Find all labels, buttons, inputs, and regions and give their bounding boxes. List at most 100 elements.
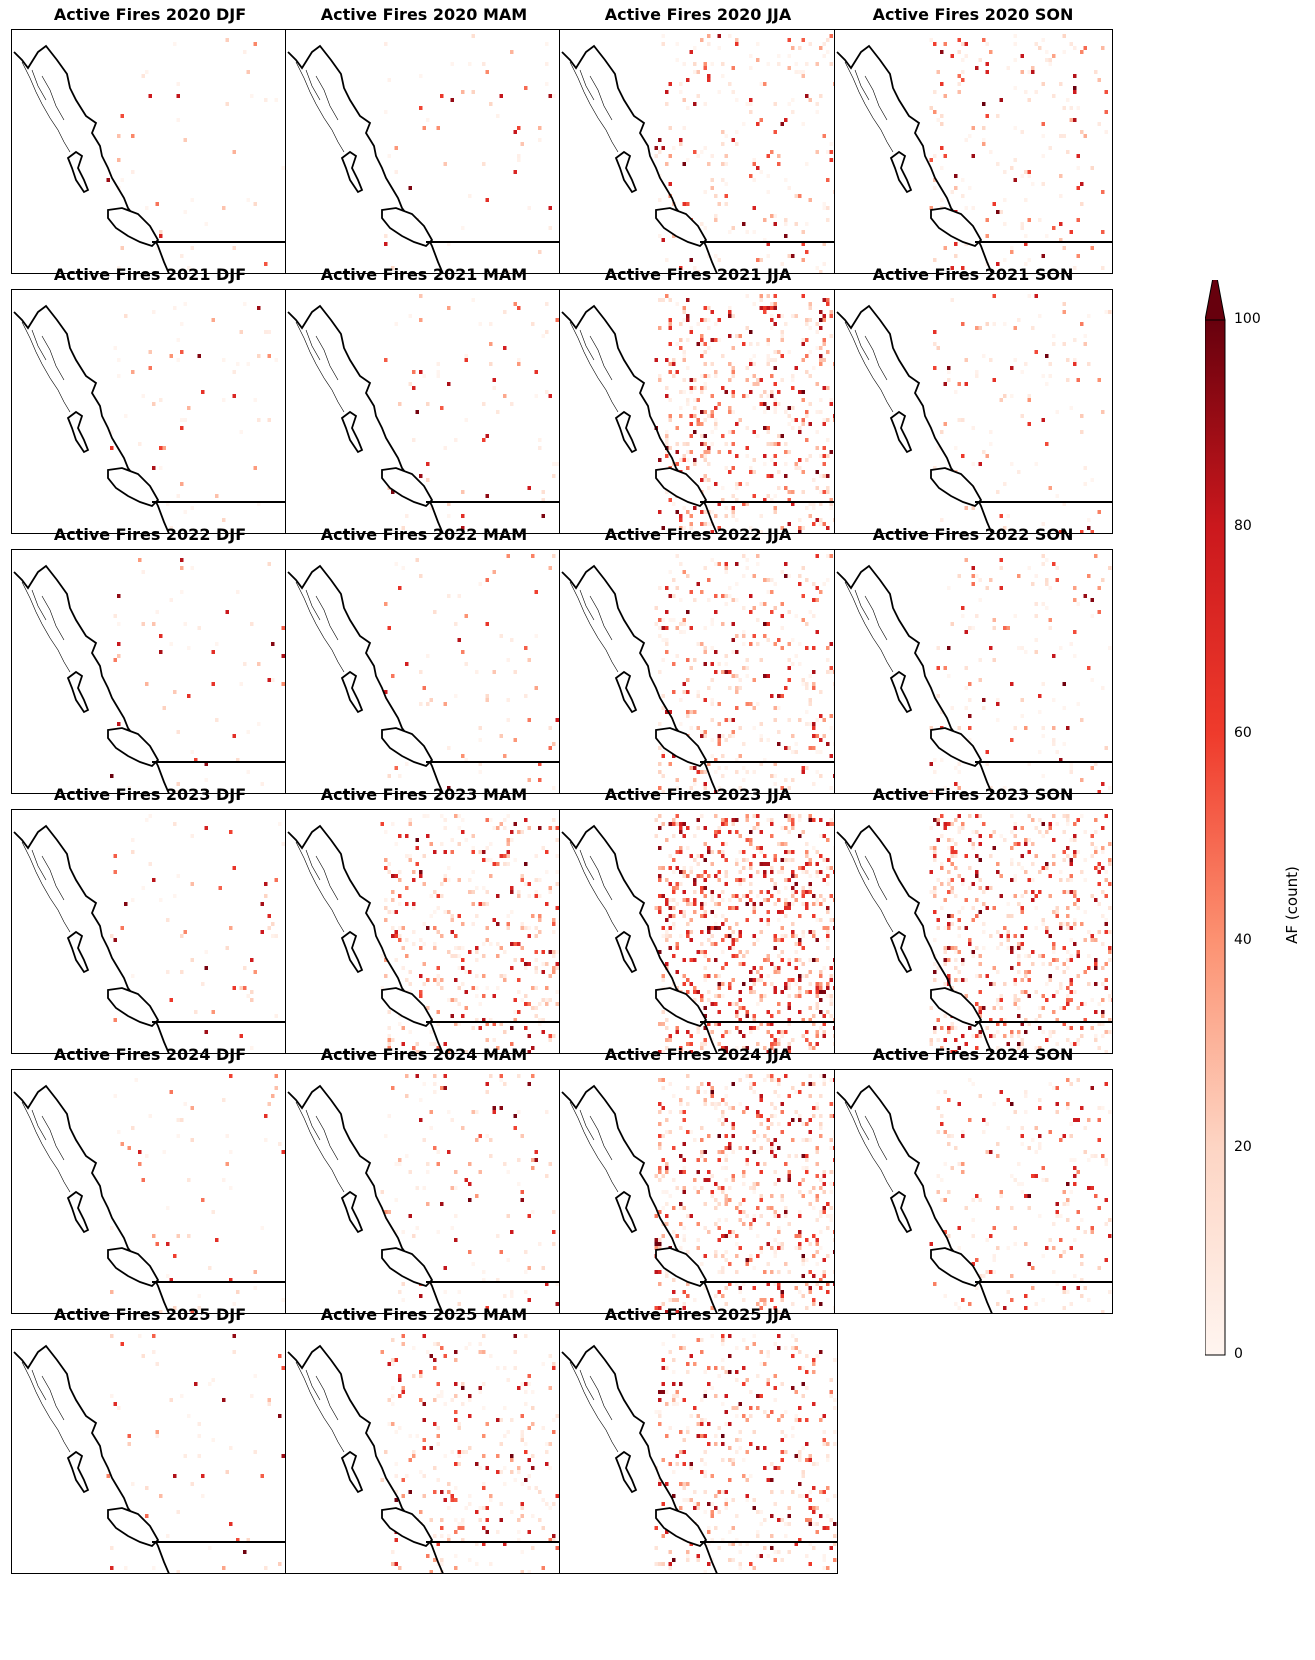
fire-cell: [787, 1270, 791, 1274]
fire-cell: [759, 298, 763, 302]
map-panel: [11, 29, 290, 274]
fire-cell: [826, 1226, 830, 1230]
fire-cell: [714, 958, 718, 962]
fire-cell: [1080, 922, 1084, 926]
fire-cell: [506, 1214, 510, 1218]
fire-cell: [714, 214, 718, 218]
fire-cell: [992, 618, 996, 622]
fire-cell: [190, 506, 194, 510]
fire-cell: [679, 934, 683, 938]
fire-cell: [933, 890, 937, 894]
fire-cell: [401, 926, 405, 930]
fire-cell: [1083, 858, 1087, 862]
fire-cell: [672, 858, 676, 862]
fire-cell: [815, 994, 819, 998]
fire-cell: [763, 1046, 767, 1050]
fire-cell: [1027, 566, 1031, 570]
fire-cell: [384, 42, 388, 46]
fire-cell: [752, 906, 756, 910]
map-canvas: [287, 294, 563, 533]
fire-cell: [485, 986, 489, 990]
fire-cell: [808, 1042, 812, 1046]
fire-cell: [1069, 770, 1073, 774]
fire-cell: [173, 1306, 177, 1310]
fire-cell: [707, 1134, 711, 1138]
fire-cell: [426, 834, 430, 838]
fire-cell: [773, 302, 777, 306]
fire-cell: [721, 898, 725, 902]
fire-cell: [815, 734, 819, 738]
fire-cell: [815, 486, 819, 490]
fire-cell: [971, 582, 975, 586]
fire-cell: [450, 1118, 454, 1122]
fire-cell: [274, 1074, 278, 1078]
fire-cell: [1017, 962, 1021, 966]
fire-cell: [686, 450, 690, 454]
fire-cell: [940, 1178, 944, 1182]
fire-cell: [440, 842, 444, 846]
fire-cell: [141, 886, 145, 890]
fire-cell: [675, 1234, 679, 1238]
fire-cell: [731, 906, 735, 910]
fire-cell: [724, 1154, 728, 1158]
fire-cell: [1003, 1018, 1007, 1022]
fire-cell: [985, 906, 989, 910]
fire-cell: [826, 526, 830, 530]
fire-cell: [798, 574, 802, 578]
fire-cell: [654, 834, 658, 838]
fire-cell: [131, 974, 135, 978]
fire-cell: [787, 1050, 791, 1053]
fire-cell: [731, 1174, 735, 1178]
fire-cell: [1027, 218, 1031, 222]
fire-cell: [658, 138, 662, 142]
fire-cell: [110, 1226, 114, 1230]
fire-cell: [422, 942, 426, 946]
fire-cell: [819, 902, 823, 906]
fire-cell: [724, 870, 728, 874]
fire-cell: [682, 126, 686, 130]
fire-cell: [665, 386, 669, 390]
fire-cell: [791, 822, 795, 826]
fire-cell: [791, 890, 795, 894]
fire-cell: [380, 1190, 384, 1194]
fire-cell: [180, 1118, 184, 1122]
fire-cell: [707, 958, 711, 962]
fire-cell: [961, 882, 965, 886]
fire-cell: [668, 362, 672, 366]
fire-cell: [679, 458, 683, 462]
fire-cell: [1034, 614, 1038, 618]
fire-cell: [534, 854, 538, 858]
fire-cell: [1069, 1134, 1073, 1138]
fire-cell: [714, 406, 718, 410]
fire-cell: [545, 998, 549, 1002]
fire-cell: [819, 310, 823, 314]
fire-cell: [1006, 902, 1010, 906]
fire-cell: [534, 394, 538, 398]
fire-cell: [1090, 938, 1094, 942]
fire-cell: [801, 594, 805, 598]
fire-cell: [675, 1030, 679, 1034]
fire-cell: [756, 58, 760, 62]
fire-cell: [1094, 762, 1098, 766]
fire-cell: [675, 946, 679, 950]
fire-cell: [387, 154, 391, 158]
fire-cell: [672, 954, 676, 958]
fire-cell: [1052, 54, 1056, 58]
fire-cell: [658, 634, 662, 638]
fire-cell: [773, 1042, 777, 1046]
fire-cell: [1045, 866, 1049, 870]
fire-cell: [658, 1282, 662, 1286]
fire-cell: [457, 1022, 461, 1026]
fire-cell: [176, 790, 180, 793]
fire-cell: [499, 1022, 503, 1026]
fire-cell: [826, 350, 830, 354]
fire-cell: [770, 1150, 774, 1154]
fire-cell: [1066, 378, 1070, 382]
fire-cell: [496, 1278, 500, 1282]
fire-cell: [943, 154, 947, 158]
fire-cell: [1024, 262, 1028, 266]
fire-cell: [954, 1038, 958, 1042]
fire-cell: [391, 1038, 395, 1042]
fire-cell: [745, 1074, 749, 1078]
fire-cell: [225, 610, 229, 614]
